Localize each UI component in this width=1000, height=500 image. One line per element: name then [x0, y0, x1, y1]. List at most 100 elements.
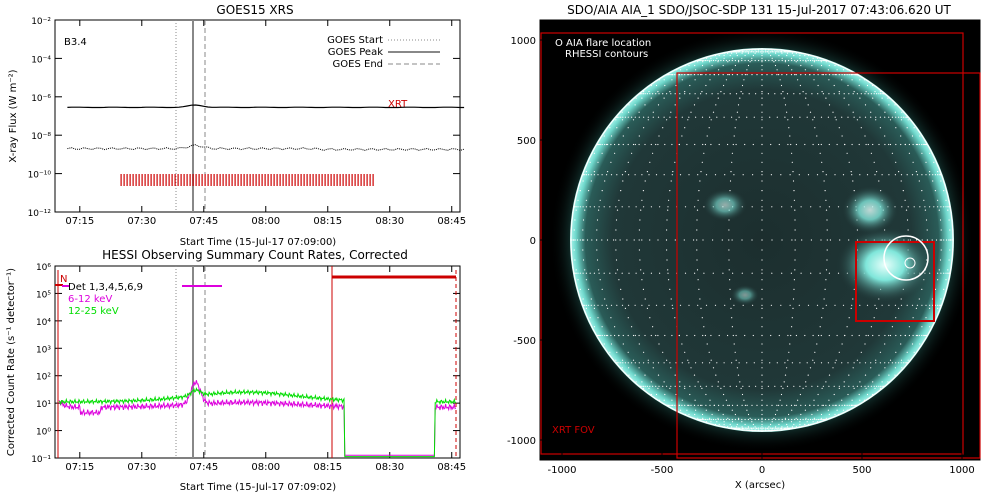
grid-dot	[873, 93, 875, 95]
grid-dot	[687, 119, 689, 121]
grid-dot	[733, 304, 735, 306]
grid-dot	[780, 93, 782, 95]
grid-dot	[781, 52, 783, 54]
grid-dot	[696, 249, 698, 251]
grid-dot	[584, 209, 586, 211]
grid-dot	[627, 161, 629, 163]
grid-dot	[854, 74, 857, 76]
grid-dot	[902, 362, 904, 364]
grid-dot	[888, 334, 890, 337]
grid-dot	[929, 206, 931, 208]
grid-dot	[878, 374, 880, 376]
grid-dot	[824, 288, 826, 290]
grid-dot	[802, 59, 804, 62]
grid-dot	[689, 393, 691, 396]
grid-dot	[837, 206, 840, 208]
grid-dot	[650, 381, 652, 383]
grid-dot	[670, 367, 672, 369]
grid-dot	[821, 387, 823, 389]
grid-dot	[644, 385, 646, 387]
grid-dot	[704, 334, 707, 337]
grid-dot	[669, 288, 671, 290]
grid-dot	[705, 421, 708, 423]
grid-dot	[832, 111, 834, 113]
grid-dot	[607, 143, 609, 146]
grid-dot	[683, 239, 685, 241]
grid-dot	[789, 135, 791, 137]
grid-dot	[761, 93, 763, 95]
grid-dot	[776, 404, 778, 406]
grid-dot	[742, 174, 744, 176]
grid-dot	[652, 385, 654, 387]
grid-dot	[836, 334, 838, 337]
grid-dot	[735, 52, 738, 54]
grid-dot	[788, 127, 790, 129]
aia-xlabel: X (arcsec)	[735, 480, 785, 491]
grid-dot	[622, 116, 624, 118]
grid-dot	[781, 57, 783, 59]
grid-dot	[624, 171, 627, 173]
grid-dot	[717, 381, 719, 383]
grid-dot	[779, 399, 781, 401]
goes-ylabel: X-ray Flux (W m⁻²)	[8, 69, 19, 162]
grid-dot	[622, 343, 624, 345]
grid-dot	[807, 418, 809, 421]
grid-dot	[812, 59, 814, 62]
grid-dot	[822, 404, 825, 406]
grid-dot	[805, 417, 807, 419]
grid-dot	[841, 362, 843, 364]
grid-dot	[735, 359, 737, 361]
grid-dot	[949, 229, 951, 231]
grid-dot	[768, 426, 770, 428]
grid-dot	[817, 393, 819, 396]
rhessi-contour	[904, 257, 916, 269]
grid-dot	[838, 93, 840, 95]
grid-dot	[728, 229, 730, 231]
grid-dot	[620, 362, 622, 364]
grid-dot	[786, 51, 788, 53]
grid-dot	[712, 272, 714, 274]
grid-dot	[879, 387, 882, 389]
grid-dot	[761, 209, 763, 211]
grid-dot	[665, 239, 668, 241]
grid-dot	[764, 51, 767, 53]
grid-dot	[894, 174, 897, 176]
grid-dot	[880, 93, 882, 95]
grid-dot	[778, 404, 780, 406]
grid-dot	[710, 59, 712, 62]
grid-dot	[945, 279, 947, 281]
grid-dot	[906, 304, 908, 306]
grid-dot	[635, 97, 637, 99]
grid-dot	[900, 362, 902, 364]
grid-dot	[728, 239, 730, 241]
grid-dot	[905, 116, 908, 118]
grid-dot	[761, 269, 763, 271]
grid-dot	[780, 304, 782, 306]
grid-dot	[805, 93, 807, 95]
grid-dot	[684, 387, 686, 389]
grid-dot	[784, 104, 787, 106]
grid-dot	[846, 74, 848, 76]
grid-dot	[826, 229, 828, 231]
grid-dot	[647, 362, 649, 364]
grid-dot	[585, 171, 588, 173]
grid-dot	[641, 381, 643, 383]
grid-dot	[786, 111, 788, 113]
grid-dot	[836, 409, 838, 411]
grid-dot	[937, 199, 939, 201]
grid-dot	[736, 74, 738, 76]
grid-dot	[667, 209, 669, 211]
grid-dot	[828, 206, 831, 208]
grid-dot	[761, 135, 763, 137]
grid-dot	[761, 69, 763, 71]
grid-dot	[828, 413, 830, 416]
grid-dot	[674, 161, 676, 163]
grid-dot	[921, 143, 923, 146]
grid-dot	[943, 206, 945, 208]
grid-dot	[744, 143, 746, 146]
grid-dot	[734, 351, 736, 353]
grid-dot	[793, 199, 796, 201]
grid-dot	[773, 51, 775, 53]
grid-dot	[705, 74, 707, 76]
grid-dot	[752, 304, 754, 306]
